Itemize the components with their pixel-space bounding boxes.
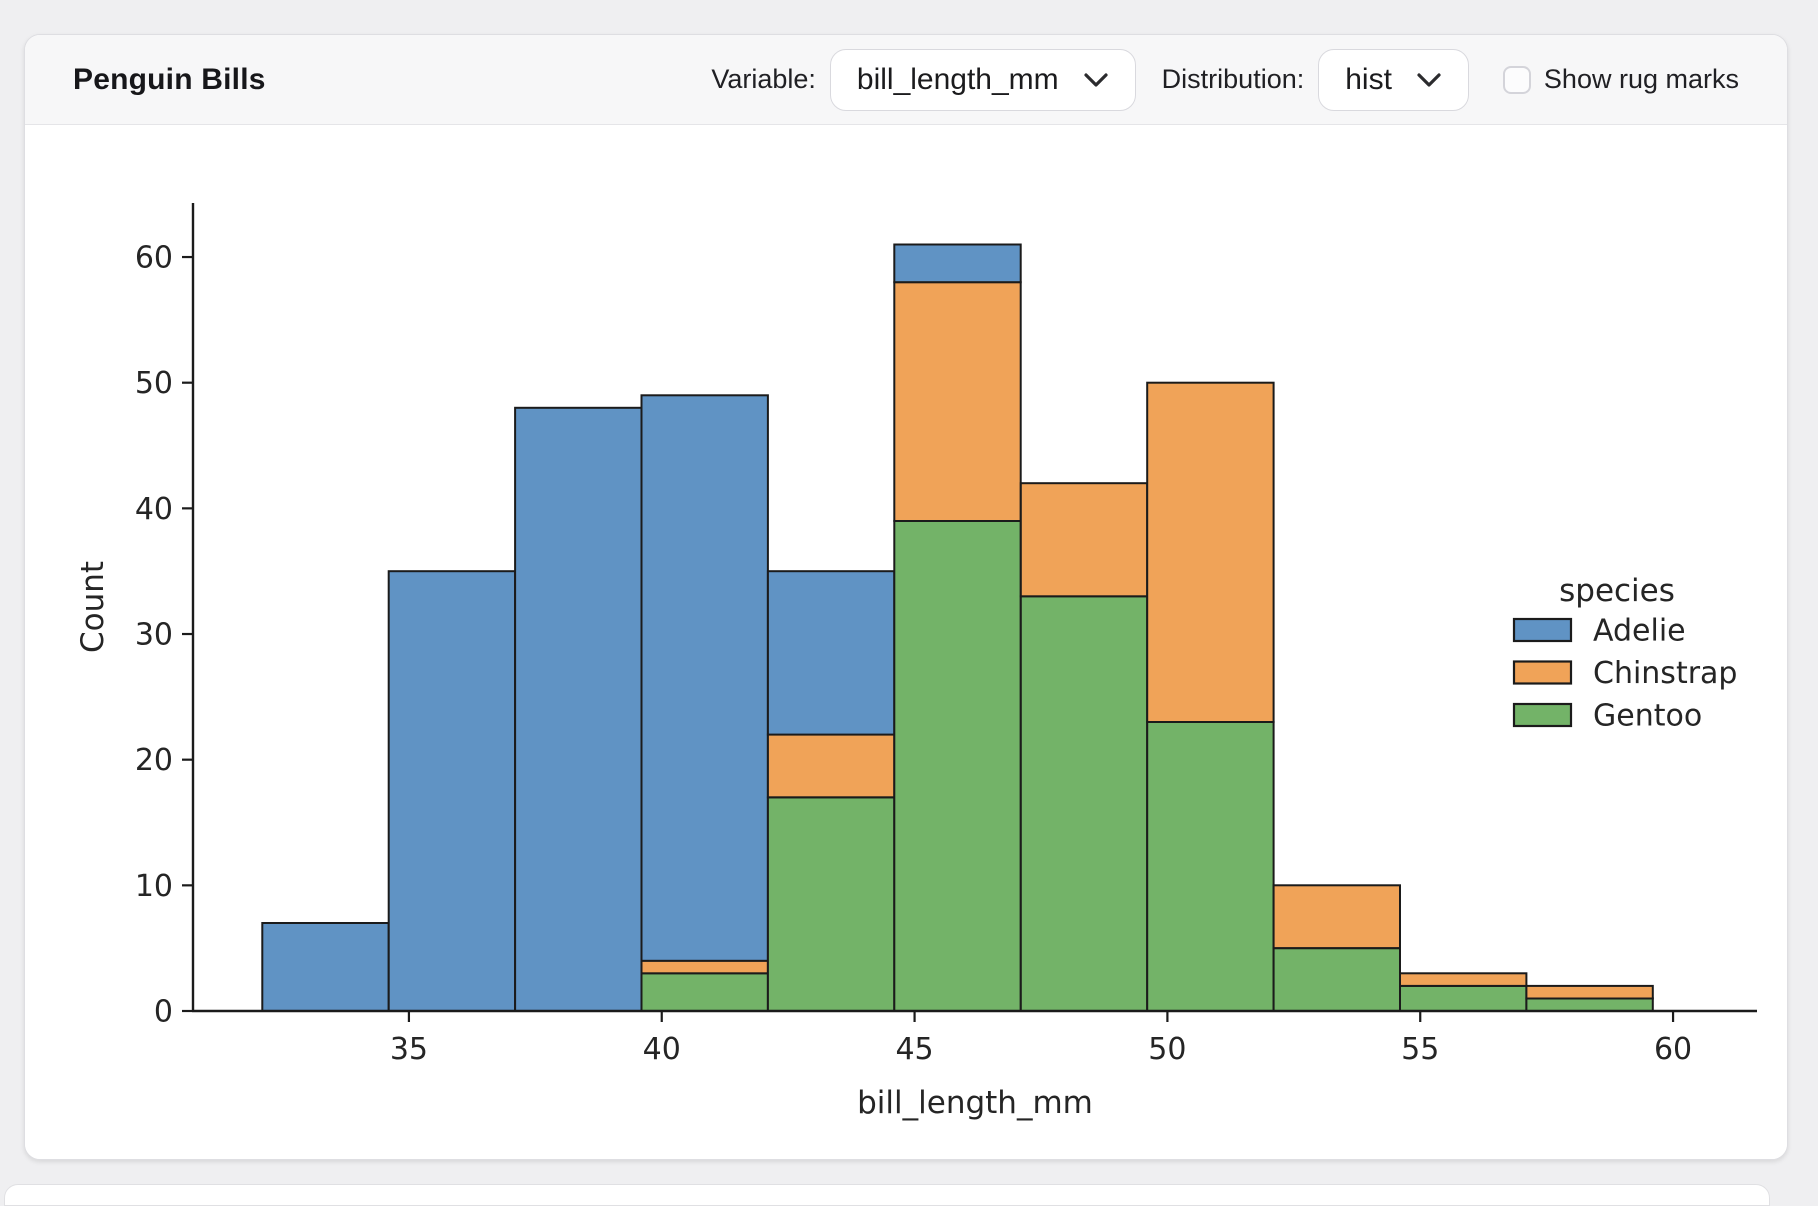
bar-segment-chinstrap [1272, 884, 1401, 950]
bar-segment-gentoo [1525, 997, 1654, 1013]
x-tick-label: 45 [895, 1032, 933, 1067]
chart-area: 0 10 20 30 40 50 60 35 40 45 50 55 60 Count bill_lengt… [25, 125, 1787, 1159]
chevron-down-icon [1416, 72, 1442, 88]
legend-label-gentoo: Gentoo [1593, 699, 1702, 734]
y-tick-label: 30 [135, 618, 173, 653]
distribution-label: Distribution: [1161, 64, 1305, 94]
x-tick-label: 35 [390, 1032, 428, 1067]
y-tick-label: 20 [135, 743, 173, 778]
legend-swatch-gentoo [1512, 702, 1573, 728]
show-rug-marks-label[interactable]: Show rug marks [1543, 64, 1739, 94]
bar-segment-chinstrap [1019, 482, 1149, 598]
distribution-select[interactable]: hist [1318, 48, 1469, 111]
bar-segment-adelie [640, 394, 769, 962]
card-header: Penguin Bills Variable: bill_length_mm D… [25, 35, 1787, 125]
x-tick-label: 55 [1401, 1032, 1439, 1067]
bar-segment-adelie [893, 243, 1022, 284]
bar-segment-chinstrap [766, 733, 896, 799]
y-tick-label: 60 [135, 241, 173, 276]
bar-segment-gentoo [1019, 595, 1149, 1012]
bar-segment-gentoo [1272, 947, 1401, 1013]
y-axis-label: Count [75, 561, 111, 653]
bar-segment-chinstrap [640, 959, 769, 975]
histogram-chart: 0 10 20 30 40 50 60 35 40 45 50 55 60 Count bill_lengt… [75, 203, 1757, 1121]
bar-segment-gentoo [1146, 721, 1275, 1012]
bar-segment-chinstrap [1525, 984, 1654, 1000]
bar-segment-chinstrap [893, 281, 1022, 522]
bar-segment-adelie [514, 406, 643, 1012]
bar-segment-gentoo [640, 972, 769, 1012]
next-card-peek [4, 1184, 1770, 1206]
penguin-bills-card: Penguin Bills Variable: bill_length_mm D… [24, 34, 1788, 1160]
variable-select[interactable]: bill_length_mm [829, 48, 1136, 111]
bar-segment-chinstrap [1146, 381, 1275, 723]
bar-segment-adelie [766, 570, 896, 736]
x-axis-label: bill_length_mm [857, 1085, 1093, 1121]
y-tick-label: 50 [135, 366, 173, 401]
legend-label-chinstrap: Chinstrap [1593, 656, 1737, 691]
x-tick-label: 40 [643, 1032, 681, 1067]
legend-title: species [1559, 573, 1675, 609]
show-rug-marks-checkbox[interactable] [1502, 65, 1531, 94]
legend-swatch-chinstrap [1512, 660, 1573, 685]
bar-segment-gentoo [893, 519, 1022, 1012]
y-tick-label: 0 [154, 995, 173, 1030]
legend-swatch-adelie [1512, 617, 1573, 643]
y-tick-label: 40 [135, 492, 173, 527]
bar-segment-adelie [387, 570, 517, 1012]
bar-segment-gentoo [766, 796, 896, 1013]
bar-segment-chinstrap [1399, 972, 1528, 987]
variable-select-value: bill_length_mm [856, 62, 1059, 96]
x-tick-label: 50 [1148, 1032, 1186, 1067]
y-tick-label: 10 [135, 869, 173, 904]
x-tick-label: 60 [1654, 1032, 1692, 1067]
bar-segment-adelie [261, 922, 390, 1012]
header-controls: Variable: bill_length_mm Distribution: h… [711, 48, 1739, 111]
page-title: Penguin Bills [73, 62, 266, 96]
bar-segment-gentoo [1399, 984, 1528, 1013]
chevron-down-icon [1083, 72, 1109, 88]
distribution-select-value: hist [1345, 62, 1392, 96]
legend-label-adelie: Adelie [1593, 614, 1686, 649]
variable-label: Variable: [711, 64, 816, 94]
